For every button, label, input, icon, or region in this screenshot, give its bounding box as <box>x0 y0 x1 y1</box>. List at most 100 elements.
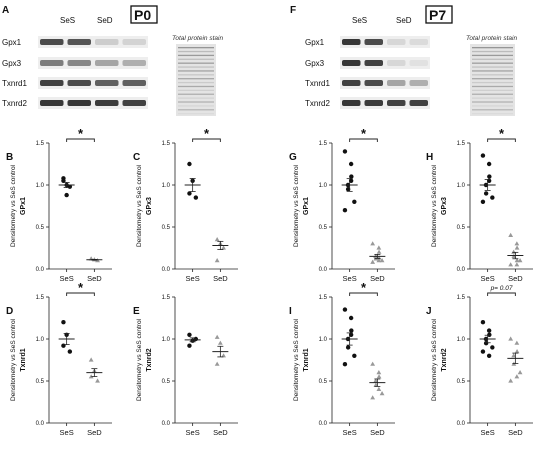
data-point-sed <box>221 245 226 250</box>
y-tick-label: 1.5 <box>162 295 171 301</box>
data-point-ses <box>187 191 192 196</box>
blot-row-label: Txnrd1 <box>305 79 330 88</box>
significance-bracket <box>192 138 221 142</box>
blot-row-label: Txnrd2 <box>2 99 27 108</box>
blot-band <box>122 100 146 106</box>
y-axis-label: Densitometry vs SeS control <box>136 164 143 247</box>
stain-line <box>178 47 214 49</box>
stain-line <box>178 85 214 88</box>
y-tick-label: 1.0 <box>457 337 466 343</box>
data-point-sed <box>370 241 376 246</box>
blot-band <box>409 100 428 106</box>
stain-line <box>178 97 214 99</box>
blot-band <box>409 39 428 45</box>
significance-star: * <box>78 280 84 295</box>
data-point-ses <box>480 199 486 204</box>
stain-line <box>178 78 214 80</box>
p-value-label: p= 0.07 <box>490 285 513 292</box>
data-point-sed <box>214 334 220 339</box>
blot-band <box>409 60 428 66</box>
y-tick-label: 0.0 <box>319 267 328 273</box>
data-point-sed <box>508 262 514 267</box>
panel-letter-h: H <box>426 152 433 163</box>
panel-letter-j: J <box>426 306 432 317</box>
data-point-ses <box>487 174 492 179</box>
blot-strip <box>38 97 148 109</box>
gene-label: GPx3 <box>441 197 448 215</box>
y-tick-label: 1.5 <box>319 141 328 147</box>
y-tick-label: 1.0 <box>36 337 45 343</box>
stain-line <box>178 81 214 84</box>
stain-line <box>472 47 513 49</box>
stain-line <box>472 62 513 64</box>
blot-band <box>95 80 119 86</box>
blot-band <box>342 60 361 66</box>
blot-strip <box>340 36 430 48</box>
y-tick-label: 1.0 <box>36 183 45 189</box>
p7-tag: P7 <box>429 7 446 23</box>
data-point-sed <box>508 336 514 341</box>
stain-line <box>472 78 513 80</box>
y-tick-label: 0.0 <box>457 267 466 273</box>
data-point-sed <box>376 245 382 250</box>
data-point-sed <box>373 378 379 383</box>
data-point-ses <box>480 153 486 158</box>
y-tick-label: 0.5 <box>36 379 45 385</box>
data-point-sed <box>370 361 376 366</box>
data-point-sed <box>217 340 223 345</box>
y-tick-label: 0.0 <box>162 267 171 273</box>
y-axis-label: Densitometry vs SeS control <box>293 164 300 247</box>
stain-line <box>178 113 214 115</box>
x-tick-label: SeS <box>186 428 200 437</box>
significance-star: * <box>78 126 84 141</box>
blot-band <box>40 80 64 86</box>
stain-line <box>472 85 513 88</box>
gene-label: Txnrd1 <box>303 348 310 371</box>
x-tick-label: SeD <box>508 428 523 437</box>
y-tick-label: 1.5 <box>319 295 328 301</box>
x-tick-label: SeD <box>370 428 385 437</box>
data-point-sed <box>508 232 514 237</box>
stain-line <box>178 54 214 57</box>
panel-letter-g: G <box>289 152 297 163</box>
data-point-ses <box>61 343 66 348</box>
blot-band <box>387 39 406 45</box>
stain-line <box>472 58 513 60</box>
data-point-ses <box>345 187 351 192</box>
data-point-sed <box>514 374 520 379</box>
data-point-ses <box>486 328 492 333</box>
y-tick-label: 1.5 <box>36 141 45 147</box>
y-tick-label: 0.5 <box>457 379 466 385</box>
y-tick-label: 0.5 <box>319 225 328 231</box>
total-protein-stain-f <box>470 44 515 116</box>
stain-line <box>178 93 214 95</box>
data-point-ses <box>486 161 492 167</box>
blot-strip <box>38 77 148 89</box>
data-point-sed <box>221 353 226 358</box>
data-point-sed <box>376 370 382 375</box>
x-tick-label: SeD <box>508 274 523 283</box>
gene-label: Txnrd1 <box>20 348 27 371</box>
group-label-ses-f: SeS <box>352 16 367 25</box>
blot-row-label: Gpx3 <box>305 59 325 68</box>
y-tick-label: 0.5 <box>36 225 45 231</box>
stain-line <box>178 89 214 92</box>
stain-line <box>472 97 513 99</box>
data-point-ses <box>486 353 492 358</box>
y-tick-label: 0.0 <box>319 421 328 427</box>
p0-tag: P0 <box>134 7 151 23</box>
y-tick-label: 1.5 <box>36 295 45 301</box>
blot-band <box>122 60 146 66</box>
panel-letter-d: D <box>6 306 13 317</box>
x-tick-label: SeS <box>481 274 495 283</box>
stain-line <box>472 66 513 68</box>
gene-label: GPx1 <box>303 197 310 215</box>
x-tick-label: SeS <box>60 274 74 283</box>
blot-band <box>67 39 91 45</box>
y-tick-label: 1.0 <box>457 183 466 189</box>
y-tick-label: 1.5 <box>457 295 466 301</box>
y-tick-label: 1.0 <box>162 183 171 189</box>
